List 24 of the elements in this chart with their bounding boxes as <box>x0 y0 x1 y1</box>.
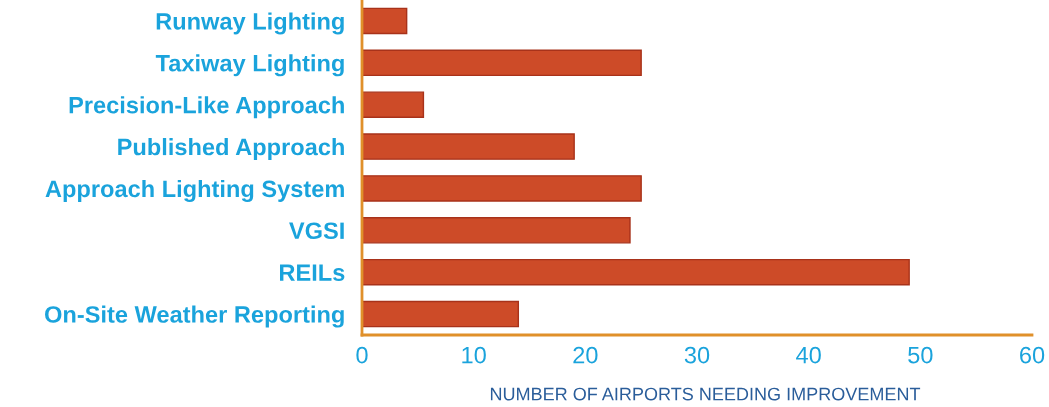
y-tick-label: On-Site Weather Reporting <box>45 305 344 328</box>
bar <box>362 133 575 160</box>
bar <box>362 7 408 35</box>
bar <box>362 217 631 244</box>
x-tick-label: 0 <box>356 346 368 364</box>
x-tick-label: 50 <box>908 346 933 364</box>
x-tick-label: 30 <box>684 346 710 364</box>
y-tick-label: VGSI <box>289 222 344 240</box>
x-axis-title: NUMBER OF AIRPORTS NEEDING IMPROVEMENT <box>490 387 921 401</box>
bar <box>362 175 642 202</box>
y-tick-label: Runway Lighting <box>156 12 344 35</box>
x-tick-label: 20 <box>573 346 598 364</box>
x-tick-label: 40 <box>796 346 821 364</box>
bar <box>362 49 642 77</box>
x-tick-label: 60 <box>1020 346 1045 364</box>
bar <box>362 91 425 118</box>
y-tick-label: Published Approach <box>118 138 344 161</box>
bar <box>362 300 520 328</box>
y-tick-label: Approach Lighting System <box>45 179 344 202</box>
y-tick-label: REILs <box>280 264 345 281</box>
y-tick-label: Taxiway Lighting <box>155 54 344 77</box>
y-tick-label: Precision-Like Approach <box>69 96 344 119</box>
x-tick-label: 10 <box>462 346 486 364</box>
bar <box>362 258 910 286</box>
